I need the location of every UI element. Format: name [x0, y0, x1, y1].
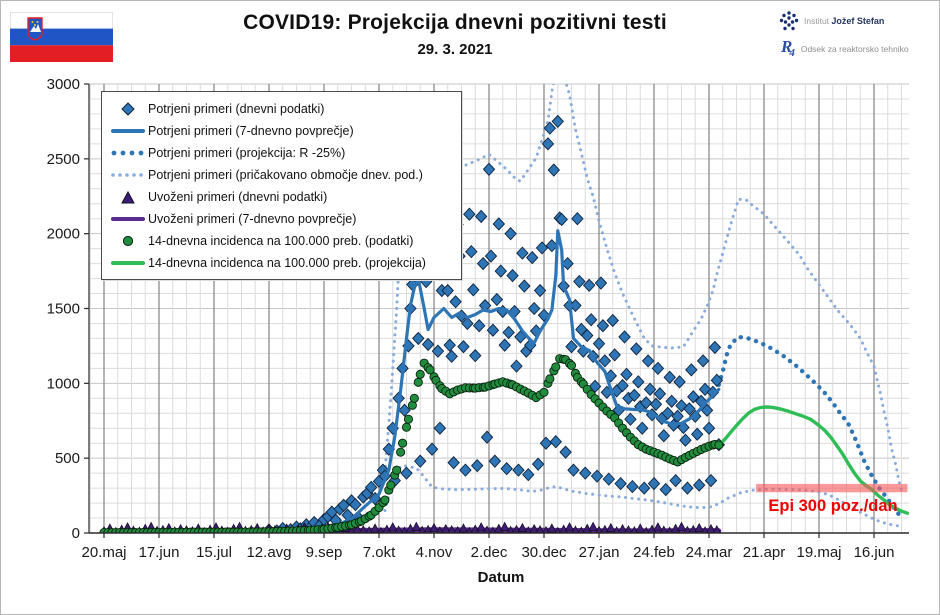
blue-line-icon	[108, 129, 148, 133]
legend-item-incidence-data: 14-dnevna incidenca na 100.000 preb. (po…	[108, 230, 455, 252]
y-tick-label: 2500	[47, 151, 80, 168]
legend-item-confirmed-avg: Potrjeni primeri (7-dnevno povprečje)	[108, 120, 455, 142]
x-tick-label: 20.maj	[81, 544, 126, 561]
legend-item-confirmed-daily: Potrjeni primeri (dnevni podatki)	[108, 98, 455, 120]
purple-triangle-icon	[108, 190, 148, 204]
series-14-dnevna-incidenca-na-100-000-preb-podatki	[99, 354, 724, 533]
chart-date: 29. 3. 2021	[417, 41, 493, 58]
x-tick-label: 4.nov	[416, 544, 453, 561]
legend: Potrjeni primeri (dnevni podatki) Potrje…	[101, 91, 462, 280]
series-14-dnevna-incidenca-na-100-000-preb-projekcija	[717, 405, 909, 515]
x-tick-label: 16.jun	[854, 544, 895, 561]
x-tick-label: 12.avg	[246, 544, 291, 561]
department-name: Odsek za reaktorsko tehniko	[800, 43, 909, 54]
legend-item-incidence-projection: 14-dnevna incidenca na 100.000 preb. (pr…	[108, 252, 455, 274]
logos: Institut Jožef Stefan R4 Odsek za reakto…	[779, 11, 931, 66]
ijs-dots-icon	[779, 11, 799, 31]
r4-logo-row: R4 Odsek za reaktorsko tehniko	[779, 38, 931, 59]
blue-diamond-icon	[108, 102, 148, 116]
legend-item-confirmed-band: Potrjeni primeri (pričakovano območje dn…	[108, 164, 455, 186]
epi-threshold-band	[756, 483, 908, 493]
institute-name: Institut Jožef Stefan	[804, 16, 885, 26]
x-axis-title: Datum	[477, 569, 525, 586]
legend-item-confirmed-projection: Potrjeni primeri (projekcija: R -25%)	[108, 142, 455, 164]
x-tick-label: 7.okt	[363, 544, 396, 561]
series-potrjeni-primeri-pri-akovano-obmo-je-dnev-pod-zgor	[383, 84, 903, 493]
x-tick-label: 21.apr	[743, 544, 786, 561]
r4-icon: R4	[781, 37, 795, 60]
purple-line-icon	[108, 217, 148, 221]
green-line-icon	[108, 261, 148, 265]
green-circle-icon	[108, 235, 148, 247]
chart-title: COVID19: Projekcija dnevni pozitivni tes…	[243, 11, 667, 34]
x-tick-label: 15.jul	[196, 544, 232, 561]
x-tick-label: 24.feb	[633, 544, 675, 561]
y-tick-label: 3000	[47, 76, 80, 93]
blue-dots-icon	[108, 149, 148, 157]
x-tick-label: 27.jan	[579, 544, 620, 561]
slovenia-coat-of-arms	[27, 17, 43, 41]
series-potrjeni-primeri-pri-akovano-obmo-je-dnev-pod-spod	[383, 463, 903, 528]
y-tick-label: 0	[72, 525, 80, 542]
epi-threshold-label: Epi 300 poz./dan	[768, 497, 898, 515]
x-tick-label: 30.dec	[521, 544, 567, 561]
y-tick-label: 1000	[47, 375, 80, 392]
y-tick-label: 2000	[47, 226, 80, 243]
series-potrjeni-primeri-projekcija-r-25	[716, 334, 906, 522]
legend-item-imported-daily: Uvoženi primeri (dnevni podatki)	[108, 186, 455, 208]
x-tick-label: 17.jun	[139, 544, 180, 561]
slovenia-flag	[10, 12, 113, 62]
x-tick-label: 9.sep	[306, 544, 343, 561]
legend-item-imported-avg: Uvoženi primeri (7-dnevno povprečje)	[108, 208, 455, 230]
x-tick-label: 24.mar	[686, 544, 733, 561]
series-layer	[99, 84, 909, 533]
lightblue-dots-icon	[108, 171, 148, 179]
x-tick-label: 2.dec	[471, 544, 508, 561]
y-tick-label: 500	[55, 450, 80, 467]
x-tick-label: 19.maj	[796, 544, 841, 561]
axes: 20.maj 17.jun 15.jul 12.avg 9.sep 7.okt 4.nov 2…	[47, 76, 909, 561]
y-tick-label: 1500	[47, 301, 80, 318]
series-potrjeni-primeri-7-dnevno-povpre-je	[102, 229, 721, 533]
ijs-logo-row: Institut Jožef Stefan	[779, 11, 931, 31]
